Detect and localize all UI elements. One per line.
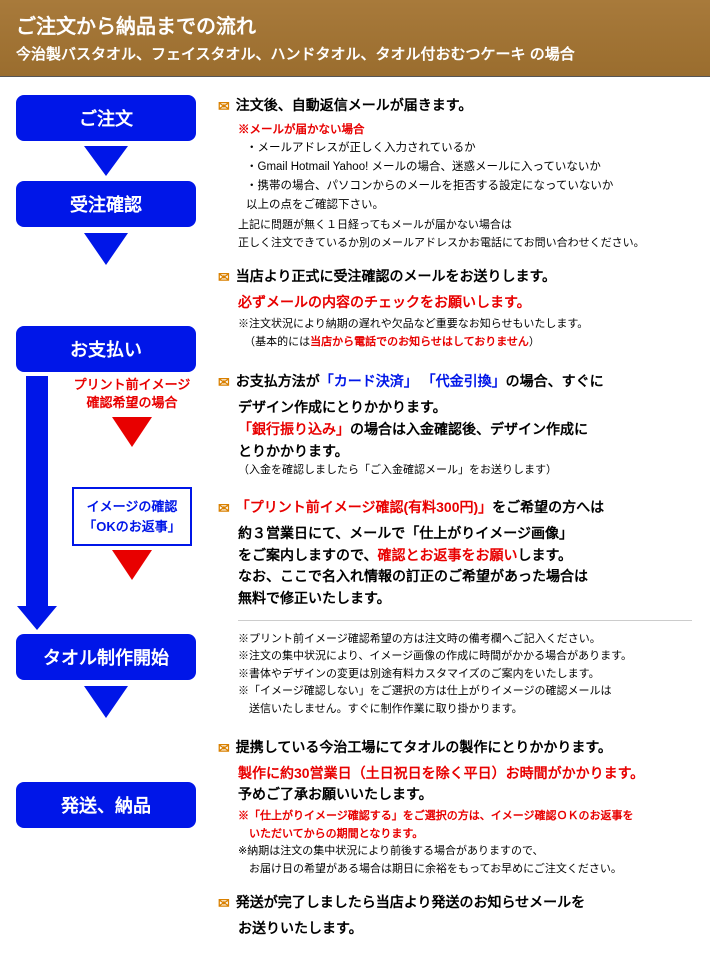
mail-icon: ✉ [218, 498, 230, 519]
sec3-headline: お支払方法が「カード決済」 「代金引換」の場合、すぐに [236, 371, 604, 392]
red-arrow-down-icon [112, 550, 152, 580]
arrow-down-icon [84, 146, 128, 176]
sec5-h1: 提携している今治工場にてタオルの製作にとりかかります。 [236, 737, 612, 758]
separator [238, 620, 692, 621]
sec-image-confirm: ✉ 「プリント前イメージ確認(有料300円)」をご希望の方へは 約３営業日にて、… [218, 497, 692, 719]
sec5-notes: ※「仕上がりイメージ確認する」をご選択の方は、イメージ確認ＯＫのお返事を いただ… [238, 808, 692, 878]
step-production: タオル制作開始 [16, 634, 196, 680]
sec3-l2: デザイン作成にとりかかります。 [238, 397, 692, 419]
branch-note: プリント前イメージ 確認希望の場合 [74, 376, 191, 411]
arrow-down-icon [84, 686, 128, 718]
header-banner: ご注文から納品までの流れ 今治製バスタオル、フェイスタオル、ハンドタオル、タオル… [0, 0, 710, 77]
sec1-bullets: ・メールアドレスが正しく入力されているか ・Gmail Hotmail Yaho… [246, 139, 692, 215]
branch-section: プリント前イメージ 確認希望の場合 イメージの確認 「OKのお返事」 [16, 376, 196, 630]
sec2-headline: 当店より正式に受注確認のメールをお送りします。 [236, 266, 556, 287]
sec6-h1: 発送が完了しましたら当店より発送のお知らせメールを [236, 892, 585, 913]
sec-payment: ✉ お支払方法が「カード決済」 「代金引換」の場合、すぐに デザイン作成にとりか… [218, 371, 692, 479]
sec-confirm: ✉ 当店より正式に受注確認のメールをお送りします。 必ずメールの内容のチェックを… [218, 266, 692, 351]
sec1-warn: ※メールが届かない場合 [238, 121, 692, 139]
sec5-h3: 予めご了承お願いいたします。 [238, 784, 692, 806]
sec4-l4: なお、ここで名入れ情報の訂正のご希望があった場合は [238, 566, 692, 588]
ok-reply-box: イメージの確認 「OKのお返事」 [72, 487, 192, 546]
step-payment: お支払い [16, 326, 196, 372]
sec4-l5: 無料で修正いたします。 [238, 588, 692, 610]
sec6-h2: お送りいたします。 [238, 918, 692, 940]
sec3-l3: 「銀行振り込み」の場合は入金確認後、デザイン作成に [238, 419, 692, 441]
text-column: ✉ 注文後、自動返信メールが届きます。 ※メールが届かない場合 ・メールアドレス… [218, 95, 698, 954]
red-arrow-down-icon [112, 417, 152, 447]
step-order: ご注文 [16, 95, 196, 141]
sec4-headline: 「プリント前イメージ確認(有料300円)」をご希望の方へは [236, 497, 604, 518]
sec4-l3: をご案内しますので、確認とお返事をお願いします。 [238, 545, 692, 567]
arrow-down-icon [84, 233, 128, 265]
sec5-h2: 製作に約30営業日（土日祝日を除く平日）お時間がかかります。 [238, 763, 692, 785]
mail-icon: ✉ [218, 893, 230, 914]
sec2-note: ※注文状況により納期の遅れや欠品など重要なお知らせもいたします。 （基本的には当… [238, 316, 692, 351]
branch-right: プリント前イメージ 確認希望の場合 イメージの確認 「OKのお返事」 [68, 376, 196, 618]
step-confirm: 受注確認 [16, 181, 196, 227]
sec-order: ✉ 注文後、自動返信メールが届きます。 ※メールが届かない場合 ・メールアドレス… [218, 95, 692, 252]
mail-icon: ✉ [218, 738, 230, 759]
sec1-tail: 上記に問題が無く１日経ってもメールが届かない場合は 正しく注文できているか別のメ… [238, 217, 692, 252]
sec2-redline: 必ずメールの内容のチェックをお願いします。 [238, 292, 692, 314]
flow-column: ご注文 受注確認 お支払い プリント前イメージ 確認希望の場合 イメージの確認 … [12, 95, 200, 954]
sec-shipping: ✉ 発送が完了しましたら当店より発送のお知らせメールを お送りいたします。 [218, 892, 692, 940]
sec4-notes: ※プリント前イメージ確認希望の方は注文時の備考欄へご記入ください。 ※注文の集中… [238, 631, 692, 719]
content-area: ご注文 受注確認 お支払い プリント前イメージ 確認希望の場合 イメージの確認 … [0, 77, 710, 966]
sec1-headline: 注文後、自動返信メールが届きます。 [236, 95, 473, 116]
page-title: ご注文から納品までの流れ [16, 10, 694, 39]
page-subtitle: 今治製バスタオル、フェイスタオル、ハンドタオル、タオル付おむつケーキ の場合 [16, 43, 694, 64]
long-arrow-left [28, 376, 46, 630]
sec4-l2: 約３営業日にて、メールで「仕上がりイメージ画像」 [238, 523, 692, 545]
mail-icon: ✉ [218, 372, 230, 393]
step-shipping: 発送、納品 [16, 782, 196, 828]
sec3-paren: （入金を確認しましたら「ご入金確認メール」をお送りします） [238, 462, 692, 479]
sec-production: ✉ 提携している今治工場にてタオルの製作にとりかかります。 製作に約30営業日（… [218, 737, 692, 879]
mail-icon: ✉ [218, 96, 230, 117]
sec3-l4: とりかかります。 [238, 441, 692, 463]
mail-icon: ✉ [218, 267, 230, 288]
